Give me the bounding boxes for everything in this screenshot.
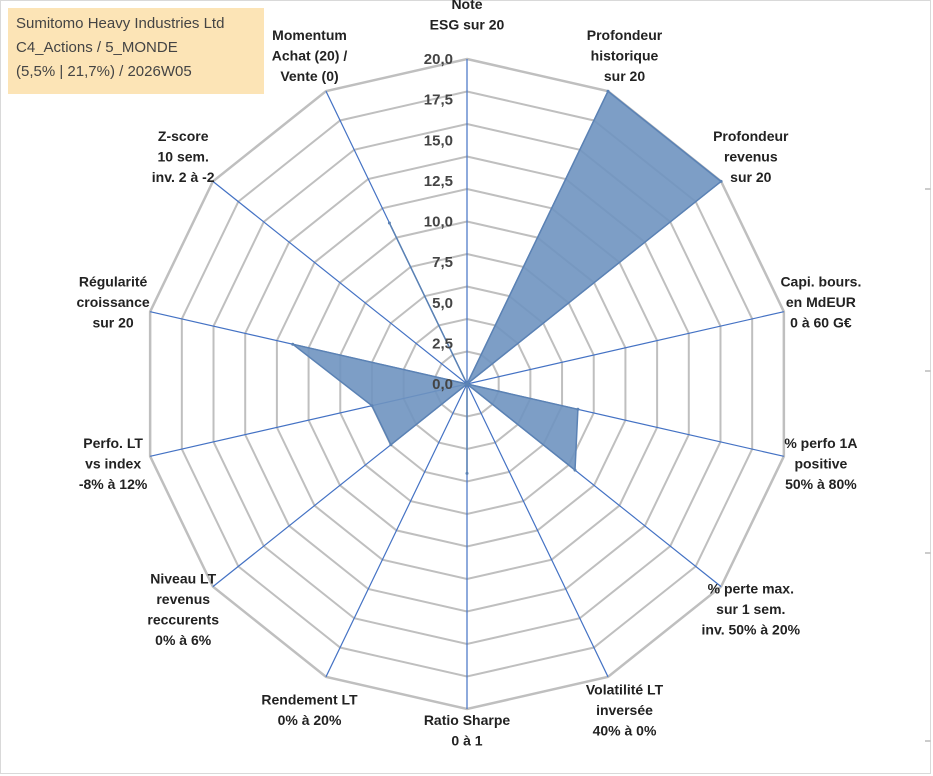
axis-label: Profondeur historique sur 20: [587, 27, 663, 84]
data-point: [465, 382, 469, 386]
data-point: [719, 179, 723, 183]
tick-label: 20,0: [424, 51, 453, 68]
axis-label: Rendement LT 0% à 20%: [261, 692, 358, 729]
data-point: [291, 342, 295, 346]
edge-mark: [925, 552, 931, 554]
data-point: [387, 221, 391, 225]
axis-spoke: [466, 311, 784, 385]
title-company: Sumitomo Heavy Industries Ltd: [16, 15, 225, 32]
data-point: [576, 407, 580, 411]
radar-axis-labels: Note ESG sur 20 Profondeur historique sur 20…: [77, 0, 862, 749]
tick-label: 7,5: [432, 254, 453, 271]
data-point: [370, 404, 374, 408]
edge-mark: [925, 740, 931, 742]
axis-label: Momentum Achat (20) / Vente (0): [272, 27, 348, 84]
axis-label: Volatilité LT inversée 40% à 0%: [586, 681, 664, 738]
axis-label: Profondeur revenus sur 20: [713, 128, 789, 185]
axis-label: Niveau LT revenus reccurents 0% à 6%: [147, 570, 219, 648]
tick-label: 5,0: [432, 295, 453, 312]
tick-label: 2,5: [432, 335, 453, 352]
axis-spoke: [212, 180, 468, 385]
tick-label: 10,0: [424, 214, 453, 231]
title-box: Sumitomo Heavy Industries Ltd C4_Actions…: [8, 8, 264, 94]
axis-label: % perfo 1A positive 50% à 80%: [784, 435, 857, 492]
edge-mark: [925, 370, 931, 372]
axis-label: Z-score 10 sem. inv. 2 à -2: [152, 128, 215, 185]
axis-spoke: [466, 383, 609, 678]
tick-label: 12,5: [424, 173, 453, 190]
data-area: [292, 90, 723, 474]
tick-label: 0,0: [432, 376, 453, 393]
axis-label: Note ESG sur 20: [430, 0, 505, 33]
data-point: [389, 443, 393, 447]
tick-label: 17,5: [424, 92, 453, 109]
edge-mark: [925, 188, 931, 190]
tick-label: 15,0: [424, 132, 453, 149]
title-category: C4_Actions / 5_MONDE: [16, 39, 178, 56]
radar-series: [291, 89, 723, 475]
data-point: [573, 468, 577, 472]
axis-spoke: [325, 383, 468, 678]
axis-label: Ratio Sharpe 0 à 1: [424, 712, 511, 749]
title-period: (5,5% | 21,7%) / 2026W05: [16, 63, 192, 80]
radar-tick-labels: 0,0 2,5 5,0 7,5 10,0 12,5 15,0 17,5 20,0: [424, 51, 453, 393]
axis-label: Perfo. LT vs index -8% à 12%: [79, 435, 148, 492]
data-point: [606, 89, 610, 93]
axis-label: Capi. bours. en MdEUR 0 à 60 G€: [780, 274, 861, 331]
data-point: [465, 471, 469, 475]
axis-label: Régularité croissance sur 20: [77, 274, 150, 331]
axis-label: % perte max. sur 1 sem. inv. 50% à 20%: [702, 581, 801, 638]
